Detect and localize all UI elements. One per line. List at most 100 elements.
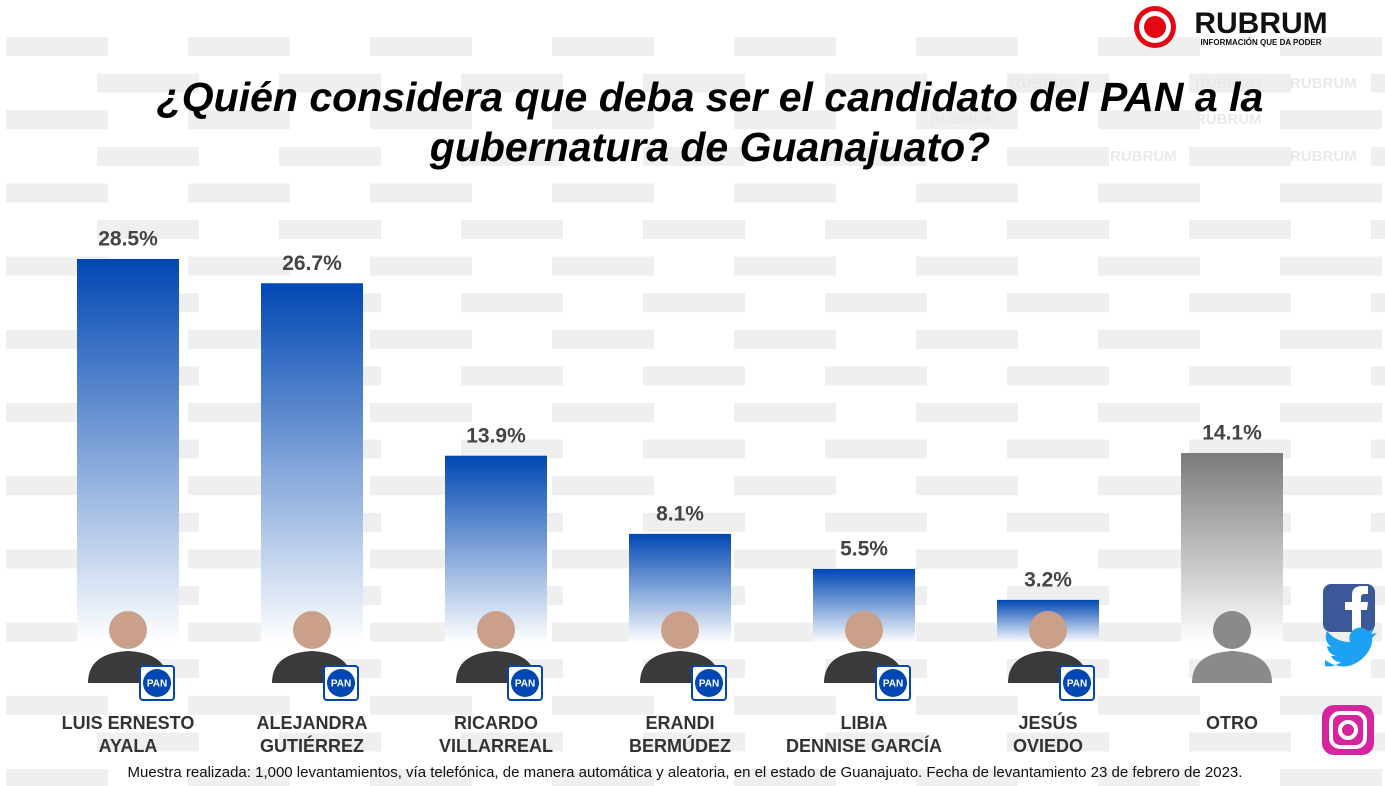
bg-stripe <box>916 695 1018 715</box>
bg-stripe <box>916 769 1018 786</box>
x-tick-label: OTRO <box>1206 713 1258 733</box>
bg-stripe <box>1371 659 1385 679</box>
bg-stripe <box>1098 256 1200 276</box>
bg-stripe <box>916 329 1018 349</box>
bg-stripe <box>1280 256 1382 276</box>
bg-stripe <box>643 732 745 752</box>
watermark: RUBRUM <box>1010 75 1077 92</box>
logo-text: RUBRUM <box>1194 7 1327 40</box>
bg-stripe <box>370 329 472 349</box>
bg-stripe <box>1371 73 1385 93</box>
x-tick-label: ALEJANDRA GUTIÉRREZ <box>256 713 368 756</box>
bg-stripe <box>6 769 108 786</box>
bg-stripe <box>1189 146 1291 166</box>
bg-stripe <box>552 769 654 786</box>
bg-stripe <box>6 37 108 56</box>
value-label: 28.5% <box>98 228 158 251</box>
bg-stripe <box>6 695 108 715</box>
bg-stripe <box>552 256 654 276</box>
portrait-head <box>109 611 147 649</box>
x-tick-label: LIBIA DENNISE GARCÍA <box>785 713 942 756</box>
party-badge-text: PAN <box>331 679 351 690</box>
bg-stripe <box>1007 439 1109 459</box>
bg-stripe <box>279 732 381 752</box>
bg-stripe <box>370 110 472 130</box>
social-icons <box>1322 584 1377 755</box>
portrait-head <box>845 611 883 649</box>
watermark: RUBRUM <box>1290 75 1357 92</box>
bg-stripe <box>1280 183 1382 203</box>
bg-stripe <box>734 549 836 569</box>
bg-stripe <box>734 183 836 203</box>
bg-stripe <box>552 622 654 642</box>
bg-stripe <box>1189 220 1291 239</box>
bg-stripe <box>461 293 563 313</box>
bg-stripe <box>552 329 654 349</box>
bg-stripe <box>1098 695 1200 715</box>
bg-stripe <box>1371 366 1385 386</box>
bg-stripe <box>552 110 654 130</box>
bg-stripe <box>916 37 1018 56</box>
watermark: RUBRUM <box>930 111 997 128</box>
bg-stripe <box>1371 146 1385 166</box>
bg-stripe <box>1371 439 1385 459</box>
party-badge-circle <box>327 669 355 697</box>
party-badge-text: PAN <box>1067 679 1087 690</box>
bg-stripe <box>552 403 654 422</box>
twitter-icon[interactable] <box>1325 627 1377 667</box>
bg-stripe <box>825 366 927 386</box>
portrait-head <box>293 611 331 649</box>
bg-stripe <box>734 329 836 349</box>
bg-stripe <box>188 183 290 203</box>
bg-stripe <box>1098 183 1200 203</box>
party-badge-text: PAN <box>515 679 535 690</box>
bg-stripe <box>552 549 654 569</box>
bg-stripe <box>188 37 290 56</box>
bg-stripe <box>825 732 927 752</box>
bg-stripe <box>188 769 290 786</box>
bg-stripe <box>825 146 927 166</box>
value-label: 14.1% <box>1202 422 1262 445</box>
bg-stripe <box>916 549 1018 569</box>
bg-stripe <box>1280 549 1382 569</box>
bg-stripe <box>1007 293 1109 313</box>
bg-stripe <box>1098 329 1200 349</box>
bg-stripe <box>916 476 1018 496</box>
value-label: 3.2% <box>1024 568 1072 591</box>
value-label: 8.1% <box>656 502 704 525</box>
bg-stripe <box>1007 73 1109 93</box>
bg-stripe <box>1007 732 1109 752</box>
bg-stripe <box>825 293 927 313</box>
bg-stripe <box>461 366 563 386</box>
bg-stripe <box>916 110 1018 130</box>
bg-stripe <box>734 622 836 642</box>
bg-stripe <box>734 476 836 496</box>
party-badge-circle <box>143 669 171 697</box>
bg-stripe <box>916 183 1018 203</box>
bg-stripe <box>97 73 199 93</box>
instagram-icon[interactable] <box>1322 705 1374 755</box>
portrait-head <box>477 611 515 649</box>
bg-stripe <box>1098 476 1200 496</box>
bg-stripe <box>916 256 1018 276</box>
bg-stripe <box>188 695 290 715</box>
bg-stripe <box>97 146 199 166</box>
bg-stripe <box>825 439 927 459</box>
logo-tagline: INFORMACIÓN QUE DA PODER <box>1200 38 1321 47</box>
portrait-head <box>661 611 699 649</box>
bg-stripe <box>279 220 381 239</box>
x-tick-label: JESÚS OVIEDO <box>1012 713 1083 756</box>
bg-stripe <box>1007 366 1109 386</box>
bg-stripe <box>734 769 836 786</box>
portrait-head <box>1029 611 1067 649</box>
bg-stripe <box>643 73 745 93</box>
watermark: RUBRUM <box>1110 148 1177 165</box>
bg-stripe <box>1189 366 1291 386</box>
bg-stripe <box>1007 220 1109 239</box>
bg-stripe <box>279 73 381 93</box>
bg-stripe <box>1371 293 1385 313</box>
bg-stripe <box>734 256 836 276</box>
bg-stripe <box>1007 512 1109 532</box>
